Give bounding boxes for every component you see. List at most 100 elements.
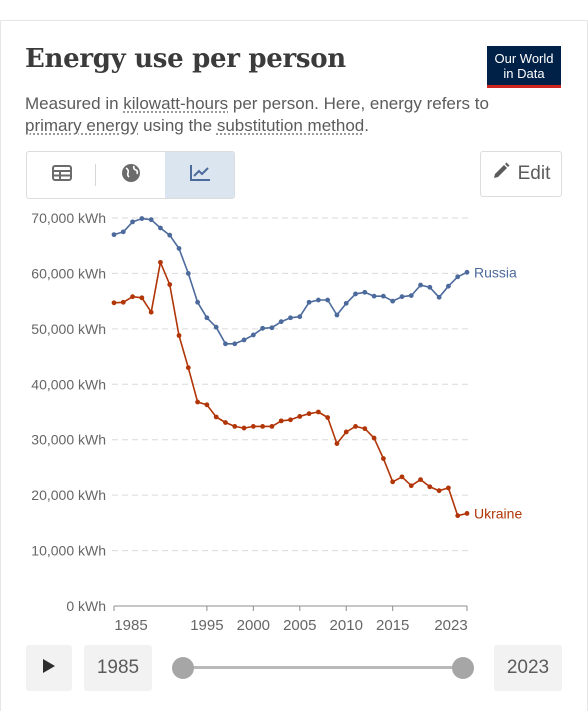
- play-button[interactable]: [26, 645, 72, 691]
- data-point-ukraine: [427, 484, 433, 490]
- start-year-box[interactable]: 1985: [84, 645, 152, 691]
- pencil-icon: [492, 162, 510, 186]
- data-point-ukraine: [139, 295, 145, 301]
- data-point-ukraine: [362, 426, 368, 432]
- substitution-method-link[interactable]: substitution method: [216, 116, 365, 135]
- start-handle[interactable]: [172, 657, 194, 679]
- data-point-russia: [176, 246, 182, 251]
- data-point-ukraine: [436, 488, 442, 494]
- x-tick-label: 1995: [190, 617, 223, 634]
- data-point-ukraine: [446, 485, 451, 491]
- data-point-russia: [362, 289, 368, 295]
- data-point-ukraine: [167, 282, 173, 287]
- data-point-russia: [288, 315, 293, 321]
- data-point-russia: [148, 217, 154, 223]
- data-point-ukraine: [176, 333, 182, 338]
- line-chart-icon: [189, 164, 211, 187]
- y-tick-label: 70,000 kWh: [31, 210, 106, 226]
- data-point-russia: [195, 299, 201, 305]
- data-point-russia: [260, 325, 266, 331]
- data-point-ukraine: [223, 420, 228, 425]
- data-point-russia: [278, 319, 284, 325]
- end-handle[interactable]: [452, 657, 474, 679]
- data-point-russia: [325, 297, 331, 303]
- page-title: Energy use per person: [25, 44, 346, 74]
- x-tick-label: 2010: [330, 617, 363, 634]
- data-point-russia: [399, 294, 405, 300]
- data-point-russia: [232, 341, 238, 347]
- kilowatt-hours-link[interactable]: kilowatt-hours: [123, 94, 229, 113]
- end-year-box[interactable]: 2023: [494, 645, 562, 691]
- data-point-ukraine: [306, 411, 312, 417]
- edit-button[interactable]: Edit: [480, 151, 562, 197]
- subtitle-text: per person. Here, energy refers to: [228, 94, 489, 113]
- data-point-russia: [111, 232, 117, 238]
- data-point-russia: [167, 232, 173, 238]
- data-point-ukraine: [130, 294, 135, 300]
- data-point-russia: [380, 293, 386, 299]
- line-chart: 0 kWh 10,000 kWh 20,000 kWh 30,000 kWh 40,00…: [31, 210, 522, 634]
- data-point-ukraine: [260, 424, 266, 429]
- data-point-ukraine: [241, 425, 247, 431]
- data-point-russia: [446, 283, 451, 289]
- data-point-russia: [408, 293, 414, 298]
- tab-chart[interactable]: [165, 152, 234, 198]
- edit-label: Edit: [517, 163, 551, 184]
- series-line-russia: [113, 217, 468, 345]
- y-tick-label: 0 kWh: [66, 598, 106, 614]
- data-point-ukraine: [195, 399, 201, 405]
- y-tick-label: 10,000 kWh: [31, 543, 106, 559]
- data-point-russia: [306, 299, 312, 305]
- x-tick-label: 2023: [434, 617, 467, 634]
- y-tick-label: 40,000 kWh: [31, 376, 106, 392]
- timeline-controls: 1985 2023: [0, 645, 588, 695]
- data-point-ukraine: [158, 259, 163, 265]
- data-point-ukraine: [297, 414, 303, 419]
- data-point-russia: [455, 274, 461, 280]
- globe-icon: [121, 163, 141, 188]
- data-point-ukraine: [148, 309, 154, 315]
- data-point-ukraine: [334, 441, 340, 446]
- logo-line-1: Our World: [494, 51, 554, 66]
- data-point-ukraine: [380, 456, 386, 461]
- tab-map[interactable]: [96, 152, 165, 198]
- view-tabs: [26, 151, 235, 199]
- data-point-ukraine: [408, 483, 414, 489]
- data-point-ukraine: [418, 477, 423, 483]
- chart-subtitle: Measured in kilowatt-hours per person. H…: [25, 93, 525, 137]
- data-point-ukraine: [464, 511, 470, 516]
- x-tick-label: 2005: [283, 617, 316, 634]
- y-tick-label: 50,000 kWh: [31, 321, 106, 337]
- data-point-russia: [464, 269, 470, 275]
- x-tick-label: 1985: [114, 617, 147, 634]
- data-point-ukraine: [111, 300, 117, 306]
- tab-table[interactable]: [27, 152, 96, 198]
- data-point-russia: [390, 298, 396, 304]
- data-point-russia: [204, 315, 210, 321]
- y-tick-label: 20,000 kWh: [31, 487, 106, 503]
- data-point-ukraine: [278, 418, 284, 424]
- data-point-ukraine: [204, 402, 210, 408]
- data-point-ukraine: [371, 435, 377, 441]
- data-point-ukraine: [390, 479, 396, 485]
- data-point-ukraine: [315, 409, 321, 415]
- data-point-ukraine: [269, 424, 275, 429]
- table-icon: [51, 164, 72, 186]
- data-point-ukraine: [120, 299, 126, 305]
- data-point-russia: [436, 294, 442, 300]
- data-point-ukraine: [250, 424, 256, 429]
- data-point-russia: [139, 216, 145, 221]
- data-point-russia: [297, 314, 303, 320]
- data-point-ukraine: [213, 414, 219, 420]
- owid-logo[interactable]: Our World in Data: [487, 46, 561, 88]
- primary-energy-link[interactable]: primary energy: [25, 116, 139, 135]
- data-point-russia: [343, 300, 349, 306]
- y-tick-label: 30,000 kWh: [31, 432, 106, 448]
- data-point-ukraine: [185, 365, 191, 371]
- timeline-track[interactable]: [182, 666, 464, 669]
- series-label-ukraine: Ukraine: [474, 505, 522, 521]
- data-point-russia: [241, 337, 247, 343]
- data-point-russia: [334, 312, 340, 318]
- subtitle-text: using the: [138, 116, 217, 135]
- data-point-russia: [158, 225, 163, 231]
